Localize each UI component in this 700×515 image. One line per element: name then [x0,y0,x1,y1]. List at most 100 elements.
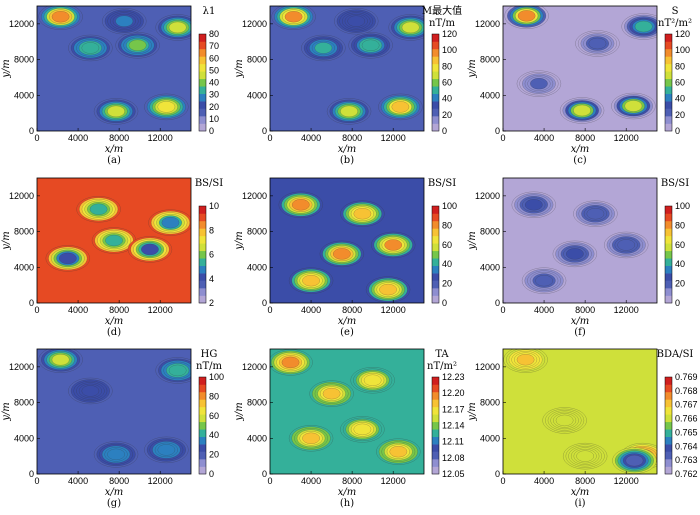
x-tick-label: 0 [500,476,505,486]
colorbar-frame [431,376,440,475]
panel-caption: (i) [574,498,585,509]
colorbar-swatch [432,78,439,87]
field-anomalies [38,349,191,468]
colorbar-swatch [665,414,672,423]
y-tick-label: 4000 [247,90,267,100]
x-tick-label: 12000 [614,305,639,315]
x-axis-label: x/m [338,487,357,498]
plot-frame [502,177,658,304]
y-axis-label: y/m [234,402,245,422]
colorbar-swatch [432,421,439,430]
anomaly-4-ring-5 [81,385,100,397]
colorbar-tick-label: 80 [209,29,219,39]
colorbar-tick-label: 0.766 [675,414,698,424]
field-anomalies [511,191,649,294]
y-tick-label: 4000 [480,90,500,100]
colorbar-title: M最大值 [422,4,462,17]
y-tick-label: 4000 [247,262,267,272]
colorbar-swatch [199,86,206,94]
x-axis-label: x/m [571,316,590,327]
chart-e: 0 4000 8000 12000 0 4000 8000 12000 x/m y/m (e) 0 20… [234,177,457,338]
colorbar-swatch [199,414,206,423]
y-axis-label: y/m [467,231,478,251]
y-tick-label: 4000 [480,433,500,443]
anomaly-0-ring-5 [284,11,303,23]
x-tick-label: 8000 [109,305,129,315]
colorbar-title: TA [435,349,449,360]
colorbar-swatch [199,421,206,430]
y-tick-label: 8000 [247,227,267,237]
y-axis-label: y/m [1,231,12,251]
colorbar-swatch [199,78,206,87]
colorbar-tick-label: 80 [442,61,452,71]
anomaly-2-ring-5 [566,248,584,260]
colorbar-swatch [665,429,672,437]
colorbar-swatch [432,459,439,467]
colorbar-swatch [665,288,672,296]
anomaly-3-ring-5 [157,444,176,456]
colorbar-swatch [665,377,672,385]
x-tick-label: 12000 [148,133,173,143]
colorbar-swatch [432,108,439,117]
anomaly-6-ring-5 [115,15,134,27]
colorbar-swatch [432,466,439,475]
colorbar-swatch [199,258,206,266]
anomaly-4-ring-5 [535,275,553,287]
plot-frame [269,348,425,475]
anomaly-4-ring-5 [314,42,333,54]
anomaly-2-ring-5 [576,450,594,462]
y-tick-label: 0 [495,126,500,136]
anomaly-2-ring-5 [340,105,358,118]
colorbar-swatch [199,206,206,214]
colorbar-frame [198,205,207,304]
colorbar-tick-label: 20 [209,450,219,460]
colorbar-tick-label: 80 [675,61,685,71]
colorbar-swatch [199,116,206,124]
colorbar-tick-label: 20 [442,279,452,289]
chart-f: 0 4000 8000 12000 0 4000 8000 12000 x/m y/m (f) 0 20… [467,177,690,338]
colorbar-tick-label: 60 [442,78,452,88]
colorbar-tick-label: 12.23 [442,372,465,382]
y-tick-label: 8000 [247,55,267,65]
x-tick-label: 12000 [381,476,406,486]
anomaly-1-ring-5 [157,101,176,113]
colorbar-swatch [199,48,206,57]
panel-i: 0 4000 8000 12000 0 4000 8000 12000 x/m y/m (i) 0.7… [466,343,699,515]
colorbar-swatch [432,451,439,460]
colorbar-swatch [199,280,206,289]
y-tick-label: 4000 [14,90,34,100]
x-axis-label: x/m [105,487,124,498]
x-tick-label: 4000 [301,133,321,143]
x-tick-label: 8000 [575,133,595,143]
anomaly-5-ring-5 [530,78,548,90]
colorbar-tick-label: 12.05 [442,469,465,479]
anomaly-4-ring-5 [302,275,320,287]
x-tick-label: 4000 [68,305,88,315]
y-axis-label: y/m [1,59,12,79]
colorbar-unit: nT/m² [427,361,457,372]
anomaly-5-ring-5 [389,446,408,458]
y-tick-label: 0 [29,126,34,136]
colorbar-swatch [199,93,206,102]
y-tick-label: 12000 [475,19,500,29]
colorbar-swatch [665,71,672,80]
y-tick-label: 0 [495,469,500,479]
colorbar-swatch [199,288,206,296]
colorbar-swatch [665,459,672,467]
chart-c: 0 4000 8000 12000 0 4000 8000 12000 x/m y/m (c) 0 20… [467,5,692,166]
colorbar-swatch [199,295,206,304]
x-tick-label: 12000 [148,476,173,486]
colorbar-swatch [432,250,439,259]
colorbar-swatch [199,220,206,229]
colorbar-swatch [199,384,206,393]
colorbar-swatch [199,406,206,415]
anomaly-3-ring-5 [401,21,420,34]
y-tick-label: 0 [262,469,267,479]
y-tick-label: 12000 [242,191,267,201]
colorbar-swatch [432,228,439,237]
colorbar-swatch [665,466,672,475]
colorbar-swatch [432,384,439,393]
anomaly-0-ring-5 [51,354,70,366]
colorbar-swatch [199,273,206,281]
x-tick-label: 0 [34,476,39,486]
